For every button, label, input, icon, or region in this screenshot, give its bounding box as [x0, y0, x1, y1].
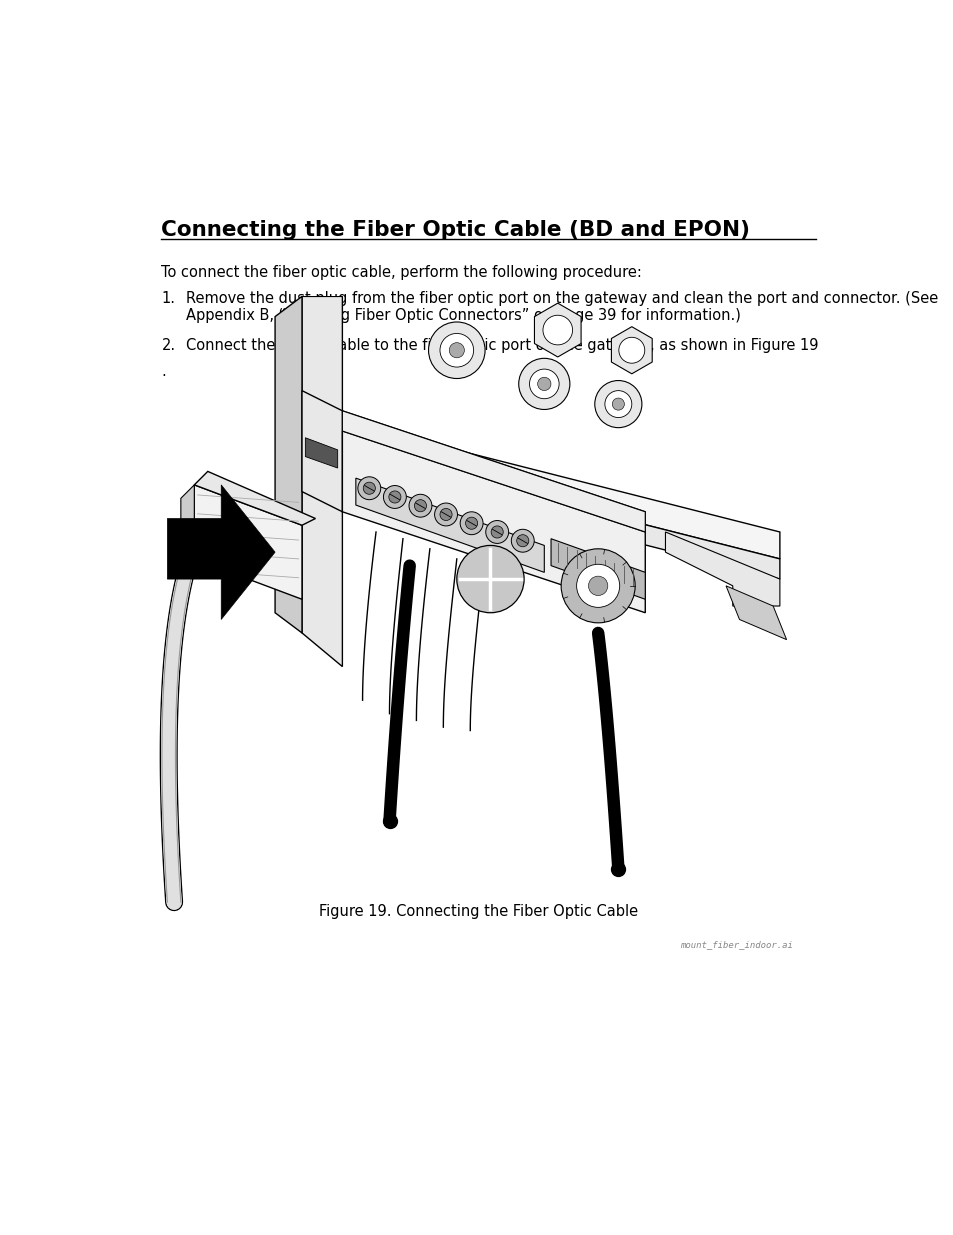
Text: .: . [161, 364, 166, 379]
Circle shape [517, 535, 528, 547]
Polygon shape [302, 296, 342, 667]
Circle shape [456, 546, 523, 613]
Circle shape [389, 492, 400, 503]
Text: To connect the fiber optic cable, perform the following procedure:: To connect the fiber optic cable, perfor… [161, 266, 641, 280]
Text: 1.: 1. [161, 291, 175, 306]
Circle shape [439, 333, 473, 367]
Polygon shape [725, 585, 786, 640]
Polygon shape [551, 538, 644, 599]
Circle shape [529, 369, 558, 399]
Polygon shape [329, 417, 779, 559]
Circle shape [588, 577, 607, 595]
Circle shape [560, 548, 635, 622]
Text: Connecting the Fiber Optic Cable (BD and EPON): Connecting the Fiber Optic Cable (BD and… [161, 220, 750, 240]
Circle shape [409, 494, 432, 517]
Text: Connect the pigtail cable to the fiber optic port on the gateway, as shown in Fi: Connect the pigtail cable to the fiber o… [186, 338, 818, 353]
Circle shape [604, 390, 631, 417]
Circle shape [465, 517, 477, 530]
Circle shape [357, 477, 380, 500]
Polygon shape [302, 390, 342, 511]
Circle shape [414, 500, 426, 511]
Circle shape [594, 380, 641, 427]
Polygon shape [194, 485, 302, 599]
Polygon shape [342, 431, 644, 613]
Text: Remove the dust plug from the fiber optic port on the gateway and clean the port: Remove the dust plug from the fiber opti… [186, 291, 937, 324]
Polygon shape [534, 303, 580, 357]
Circle shape [383, 485, 406, 509]
Circle shape [618, 337, 644, 363]
Circle shape [537, 377, 551, 390]
Polygon shape [274, 296, 302, 632]
Circle shape [491, 526, 503, 538]
Polygon shape [665, 532, 779, 606]
Polygon shape [194, 472, 315, 525]
Text: mount_fiber_indoor.ai: mount_fiber_indoor.ai [679, 940, 793, 950]
Circle shape [576, 564, 619, 608]
Circle shape [459, 511, 482, 535]
Circle shape [542, 315, 572, 345]
Text: Figure 19. Connecting the Fiber Optic Cable: Figure 19. Connecting the Fiber Optic Ca… [318, 904, 638, 919]
Circle shape [485, 520, 508, 543]
Circle shape [428, 322, 484, 378]
Text: 2.: 2. [161, 338, 175, 353]
Circle shape [511, 530, 534, 552]
Polygon shape [342, 411, 644, 532]
Polygon shape [355, 478, 544, 572]
Polygon shape [181, 485, 194, 572]
Circle shape [612, 398, 624, 410]
Polygon shape [329, 445, 779, 579]
Polygon shape [167, 485, 274, 620]
Circle shape [449, 342, 464, 358]
Circle shape [363, 482, 375, 494]
Circle shape [439, 509, 452, 520]
Polygon shape [611, 327, 652, 374]
Circle shape [518, 358, 569, 410]
Circle shape [435, 503, 457, 526]
Polygon shape [342, 411, 644, 532]
Polygon shape [305, 437, 337, 468]
